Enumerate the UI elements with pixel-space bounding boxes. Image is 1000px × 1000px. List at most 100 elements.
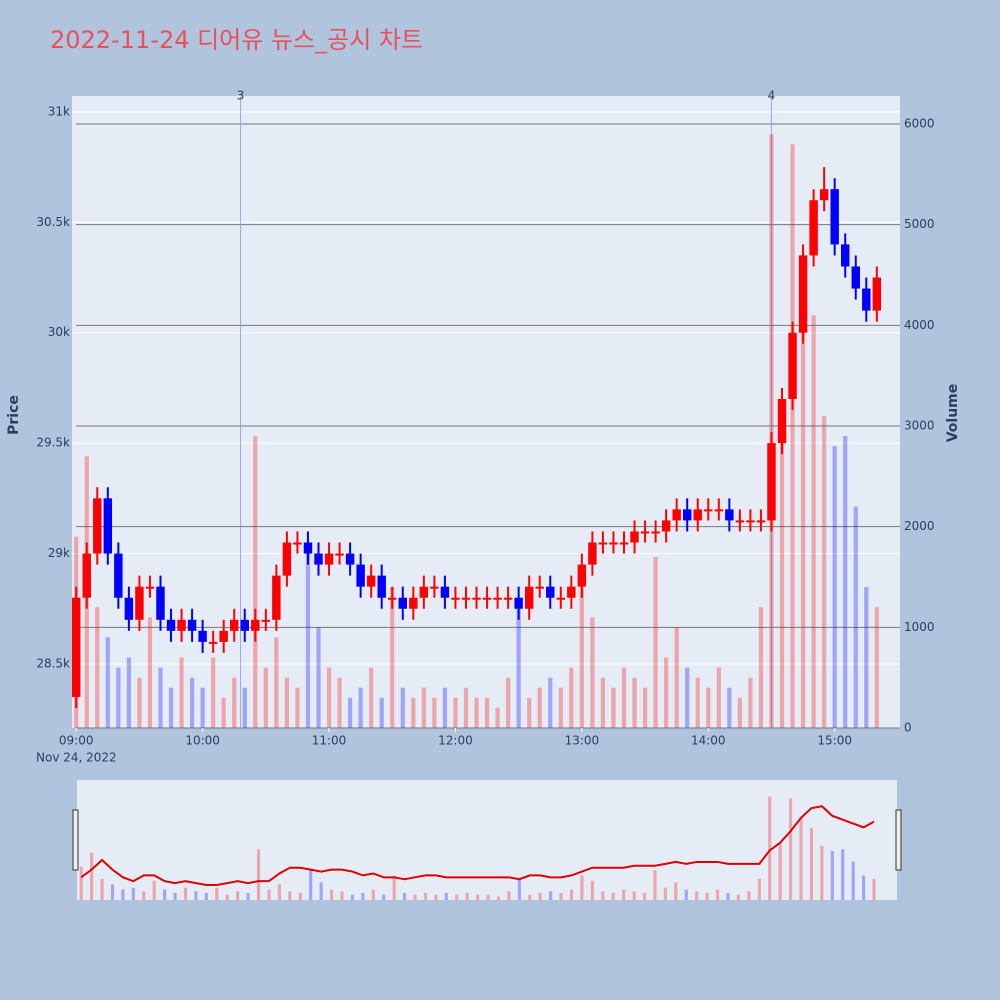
y-tick-label: 31k	[48, 104, 70, 118]
volume-bar	[590, 617, 595, 728]
candle-body	[251, 619, 260, 631]
mini-volume-bar	[382, 894, 386, 900]
slider-handle[interactable]	[895, 809, 902, 871]
candle-body	[419, 586, 429, 598]
volume-bar	[611, 687, 616, 728]
y2-tick-label: 6000	[904, 116, 935, 130]
candle-body	[514, 597, 523, 609]
candle-body	[809, 200, 818, 256]
mini-volume-bar	[778, 843, 782, 900]
candle-body	[682, 509, 692, 521]
volume-bar	[263, 667, 268, 728]
volume-bar	[348, 697, 353, 728]
mini-volume-bar	[705, 892, 709, 900]
y2-tick-label: 0	[904, 721, 912, 735]
y2-tick-label: 4000	[904, 318, 935, 332]
mini-volume-bar	[601, 891, 605, 900]
candle-body	[619, 542, 629, 545]
volume-bar	[716, 667, 721, 728]
mini-volume-bar	[434, 894, 438, 900]
candle-body	[461, 597, 471, 600]
volume-bar	[632, 677, 637, 728]
x-tick-label: 09:00	[59, 734, 94, 748]
mini-volume-bar	[580, 875, 584, 900]
y2-tick-label: 5000	[904, 217, 935, 231]
volume-bar	[727, 687, 732, 728]
candle-body	[735, 520, 745, 523]
mini-volume-bar	[538, 892, 542, 900]
candle-body	[777, 398, 787, 444]
volume-bar	[411, 697, 416, 728]
candle-body	[556, 597, 566, 600]
volume-bar	[421, 687, 426, 728]
volume-bar	[769, 134, 774, 729]
candle-body	[303, 542, 313, 554]
mini-volume-bar	[715, 889, 720, 900]
volume-bar	[147, 617, 153, 728]
candle-body	[208, 641, 218, 644]
volume-bar	[484, 697, 490, 728]
candle-body	[862, 288, 871, 311]
mini-volume-bar	[507, 891, 511, 900]
candle-body	[409, 597, 418, 609]
slider-handle[interactable]	[72, 809, 79, 871]
volume-bar	[621, 667, 627, 728]
volume-bar	[495, 707, 500, 728]
mini-volume-bar	[674, 882, 678, 900]
mini-volume-bar	[559, 892, 563, 900]
volume-bar	[653, 556, 658, 728]
volume-bar	[874, 607, 879, 728]
mini-volume-bar	[309, 868, 313, 900]
candle-body	[114, 553, 123, 598]
mini-volume-bar	[590, 880, 594, 900]
volume-bar	[390, 587, 395, 728]
candle-body	[609, 542, 618, 545]
volume-bar	[642, 687, 648, 728]
volume-bar	[758, 607, 764, 728]
x-tick-label: 15:00	[817, 734, 852, 748]
mini-volume-bar	[110, 884, 115, 900]
mini-volume-bar	[277, 884, 281, 900]
candle-body	[872, 277, 882, 311]
candle-body	[272, 575, 281, 620]
mini-volume-bar	[830, 850, 834, 900]
candle-body	[124, 597, 134, 620]
candle-body	[798, 255, 808, 333]
mini-volume-bar	[142, 891, 146, 900]
mini-volume-bar	[799, 817, 803, 900]
mini-volume-bar	[622, 889, 626, 900]
candle-body	[356, 564, 365, 587]
candle-body	[630, 531, 639, 543]
candle-body	[767, 443, 776, 521]
mini-volume-bar	[131, 887, 135, 900]
mini-volume-bar	[747, 891, 751, 900]
candle-body	[230, 619, 239, 631]
volume-bar	[284, 677, 290, 728]
mini-volume-bar	[371, 889, 375, 900]
volume-bar	[685, 667, 690, 728]
volume-bar	[316, 627, 321, 728]
mini-volume-bar	[204, 892, 208, 900]
candle-body	[472, 597, 481, 600]
volume-bar	[337, 677, 342, 728]
volume-bar	[600, 677, 606, 728]
volume-bar	[369, 667, 374, 728]
range-slider[interactable]	[77, 780, 897, 900]
mini-volume-bar	[163, 889, 167, 900]
candle-body	[177, 619, 186, 631]
candle-body	[93, 498, 102, 554]
volume-bar	[358, 687, 363, 728]
x-date-label: Nov 24, 2022	[36, 751, 117, 765]
plot-area	[72, 96, 900, 728]
candle-body	[493, 597, 502, 600]
volume-bar	[790, 144, 795, 729]
mini-volume-bar	[319, 882, 323, 900]
candle-body	[187, 619, 197, 631]
candle-body	[198, 630, 207, 642]
mini-volume-bar	[736, 894, 741, 900]
mini-volume-bar	[225, 894, 229, 900]
mini-volume-bar	[350, 894, 354, 900]
volume-bar	[432, 697, 437, 728]
candle-body	[693, 509, 702, 521]
candle-body	[546, 586, 555, 598]
